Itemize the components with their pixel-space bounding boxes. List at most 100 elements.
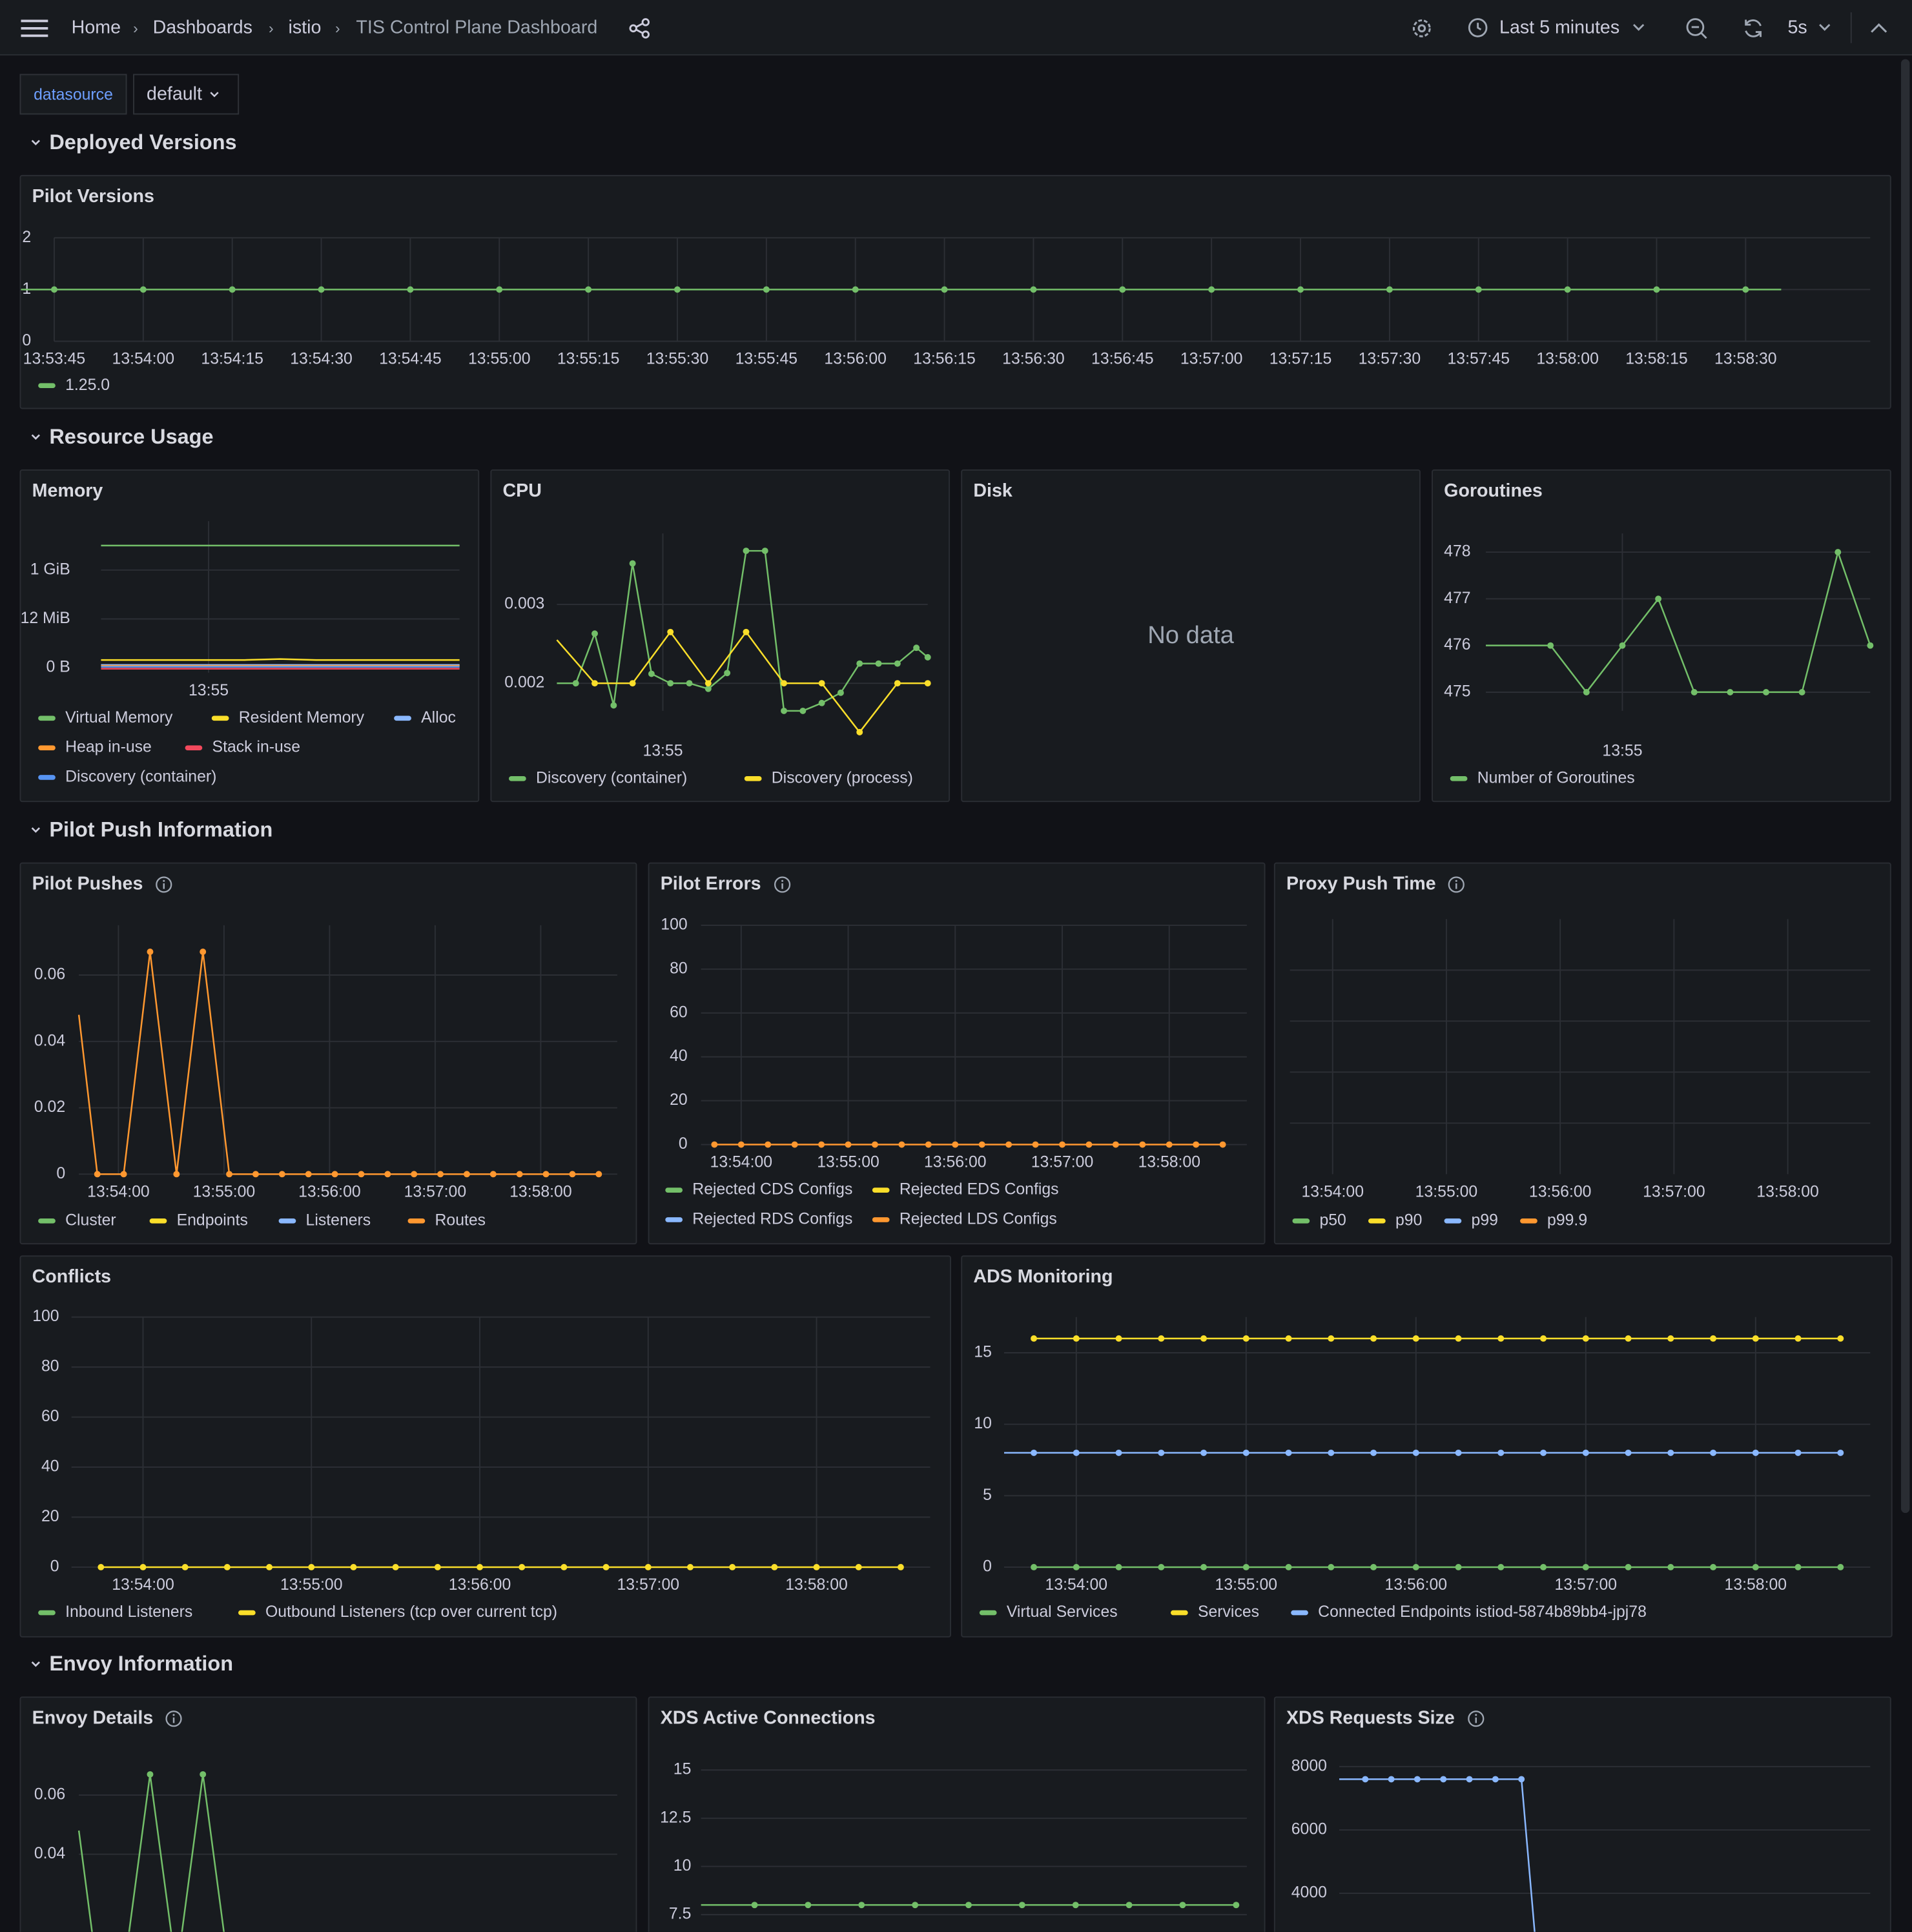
info-icon[interactable]: [1467, 1709, 1485, 1727]
collapse-chevron-up-icon[interactable]: [1870, 0, 1887, 56]
panel-title[interactable]: Disk: [973, 480, 1012, 501]
data-point: [411, 1171, 418, 1178]
data-point: [1242, 1335, 1249, 1342]
x-tick-label: 13:54:00: [1301, 1183, 1364, 1200]
series-0: [701, 1902, 1240, 1909]
data-point: [542, 1171, 550, 1178]
data-point: [602, 1564, 610, 1570]
refresh-interval-picker[interactable]: 5s: [1788, 0, 1831, 56]
menu-icon[interactable]: [21, 0, 48, 56]
legend[interactable]: Virtual Services Services Connected Endpoi…: [979, 1603, 1647, 1621]
legend[interactable]: Virtual Memory Resident Memory Alloc Heap i…: [38, 709, 456, 786]
legend[interactable]: Rejected CDS Configs Rejected EDS Configs…: [665, 1181, 1059, 1228]
legend-swatch: [1291, 1610, 1308, 1616]
legend[interactable]: Number of Goroutines: [1450, 769, 1635, 786]
panel-title[interactable]: ADS Monitoring: [973, 1266, 1113, 1287]
data-point: [852, 286, 859, 293]
row-pilot-push-information[interactable]: Pilot Push Information: [27, 818, 272, 843]
datasource-select[interactable]: default: [133, 74, 240, 115]
data-point: [1752, 1335, 1759, 1342]
data-point: [913, 644, 920, 652]
info-icon[interactable]: [155, 876, 172, 893]
y-tick-label: 0.06: [34, 1786, 65, 1804]
legend-item-label: p99.9: [1547, 1211, 1587, 1229]
refresh-icon[interactable]: [1742, 0, 1764, 56]
legend[interactable]: Inbound Listeners Outbound Listeners (tcp…: [38, 1603, 557, 1621]
time-picker-button[interactable]: Last 5 minutes: [1467, 0, 1644, 56]
data-point: [407, 286, 414, 293]
legend-item-label: Number of Goroutines: [1477, 769, 1635, 786]
series-number-of-goroutines: [1486, 549, 1874, 695]
panel-title[interactable]: Pilot Errors: [661, 874, 791, 894]
data-point: [572, 680, 579, 687]
zoom-out-icon[interactable]: [1685, 0, 1707, 56]
data-point: [1413, 1776, 1421, 1783]
data-point: [1031, 1564, 1038, 1570]
x-tick-label: 13:56:45: [1091, 351, 1154, 368]
panel-title[interactable]: CPU: [502, 480, 541, 501]
share-icon[interactable]: [628, 0, 650, 56]
data-point: [1798, 689, 1805, 695]
panel-title[interactable]: Pilot Pushes: [32, 874, 173, 894]
panel-title-label: Conflicts: [32, 1266, 112, 1288]
panel-title[interactable]: Conflicts: [32, 1266, 111, 1287]
data-point: [229, 286, 236, 293]
x-tick-label: 13:57:00: [617, 1576, 680, 1594]
panel-title[interactable]: Envoy Details: [32, 1707, 183, 1729]
data-point: [1412, 1335, 1419, 1342]
y-tick-label: 475: [1444, 683, 1470, 701]
panel-title[interactable]: Proxy Push Time: [1286, 874, 1465, 894]
settings-gear-icon[interactable]: [1411, 0, 1433, 56]
legend[interactable]: Discovery (container) Discovery (process): [509, 769, 913, 786]
x-tick-label: 13:56:00: [824, 351, 887, 368]
legend-swatch: [211, 715, 229, 721]
x-tick-label: 13:54:00: [112, 1576, 174, 1594]
legend-swatch: [1444, 1218, 1462, 1224]
x-tick-label: 13:57:00: [1555, 1576, 1618, 1594]
data-point: [1200, 1449, 1208, 1456]
legend[interactable]: 1.25.0: [38, 376, 110, 394]
grid-lines: [1486, 533, 1871, 711]
legend-swatch: [38, 383, 56, 389]
info-icon[interactable]: [774, 876, 791, 893]
panel-title[interactable]: XDS Requests Size: [1286, 1707, 1485, 1729]
series-0: [1339, 1776, 1536, 1932]
page-scrollbar[interactable]: [1901, 59, 1910, 1514]
legend[interactable]: p50 p90 p99 p99.9: [1292, 1211, 1587, 1229]
data-point: [1115, 1564, 1122, 1570]
legend[interactable]: Cluster Endpoints Listeners Routes: [38, 1211, 486, 1229]
data-point: [781, 707, 787, 714]
legend-item-label: Outbound Listeners (tcp over current tcp…: [265, 1603, 557, 1621]
legend-item-label: Heap in-use: [65, 739, 152, 756]
legend-item-label: Virtual Memory: [65, 709, 173, 726]
time-range-label: Last 5 minutes: [1499, 17, 1620, 39]
y-tick-label: 10: [673, 1857, 692, 1875]
data-point: [781, 680, 787, 687]
data-point: [818, 699, 825, 706]
data-point: [1837, 1335, 1844, 1342]
panel-title[interactable]: XDS Active Connections: [661, 1707, 876, 1728]
row-title-label: Deployed Versions: [49, 130, 237, 154]
series-discovery-process-: [556, 628, 931, 735]
row-deployed-versions[interactable]: Deployed Versions: [27, 130, 237, 155]
datasource-variable-label: datasource: [19, 74, 127, 115]
breadcrumb-home[interactable]: Home: [71, 17, 121, 39]
row-envoy-information[interactable]: Envoy Information: [27, 1652, 233, 1677]
x-tick-label: 13:58:00: [1536, 351, 1599, 368]
row-resource-usage[interactable]: Resource Usage: [27, 425, 214, 449]
info-icon[interactable]: [1448, 876, 1466, 893]
info-icon[interactable]: [165, 1709, 183, 1727]
x-tick-label: 13:56:00: [1529, 1183, 1592, 1200]
panel-title[interactable]: Pilot Versions: [32, 186, 154, 207]
breadcrumb-dashboards[interactable]: Dashboards: [152, 17, 252, 39]
breadcrumb-istio[interactable]: istio: [288, 17, 322, 39]
data-point: [1455, 1564, 1462, 1570]
panel-title[interactable]: Goroutines: [1444, 480, 1543, 501]
y-tick-label: 0 B: [46, 659, 70, 676]
series-line: [557, 550, 929, 712]
legend-swatch: [407, 1218, 426, 1224]
panel-title[interactable]: Memory: [32, 480, 103, 501]
data-point: [818, 1141, 825, 1148]
data-point: [1242, 1564, 1249, 1570]
